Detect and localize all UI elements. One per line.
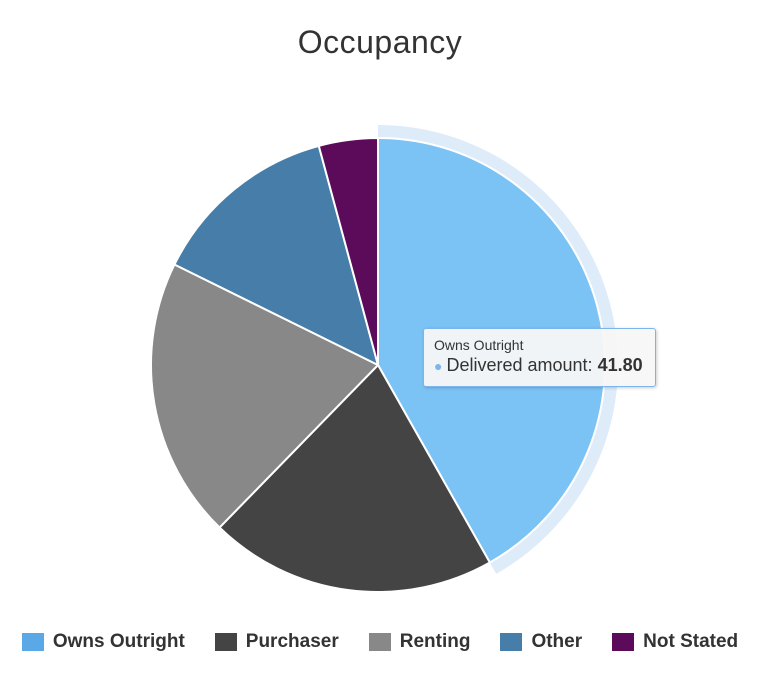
tooltip-dot-icon: ● [434, 358, 443, 374]
legend-label: Owns Outright [52, 631, 185, 652]
legend-item-purchaser[interactable]: Purchaser [214, 631, 339, 653]
chart-title: Occupancy [297, 24, 463, 60]
pie-slice-not-stated[interactable] [317, 137, 379, 366]
pie-slice-other[interactable] [173, 144, 379, 366]
legend-item-not-stated[interactable]: Not Stated [612, 631, 738, 653]
tooltip-category: Owns Outright [434, 337, 524, 353]
legend-swatch [21, 633, 44, 651]
legend: Owns Outright Purchaser Renting Other Not St… [0, 631, 760, 653]
tooltip: Owns Outright ● Delivered amount: 41.80 [423, 328, 656, 387]
tooltip-series-label: Delivered amount [446, 355, 588, 375]
legend-item-owns-outright[interactable]: Owns Outright [21, 631, 185, 653]
legend-label: Renting [399, 631, 471, 652]
legend-item-renting[interactable]: Renting [368, 631, 471, 653]
legend-swatch [368, 633, 391, 651]
legend-swatch [500, 633, 523, 651]
tooltip-line: ● Delivered amount: 41.80 [434, 355, 643, 375]
tooltip-value: 41.80 [597, 355, 643, 375]
legend-label: Purchaser [245, 631, 339, 652]
legend-label: Other [531, 631, 583, 652]
pie-slice-purchaser[interactable] [218, 364, 491, 593]
legend-swatch [214, 633, 237, 651]
pie-slice-renting[interactable] [150, 263, 379, 529]
legend-item-other[interactable]: Other [500, 631, 582, 653]
legend-label: Not Stated [643, 631, 739, 652]
legend-swatch [612, 633, 635, 651]
